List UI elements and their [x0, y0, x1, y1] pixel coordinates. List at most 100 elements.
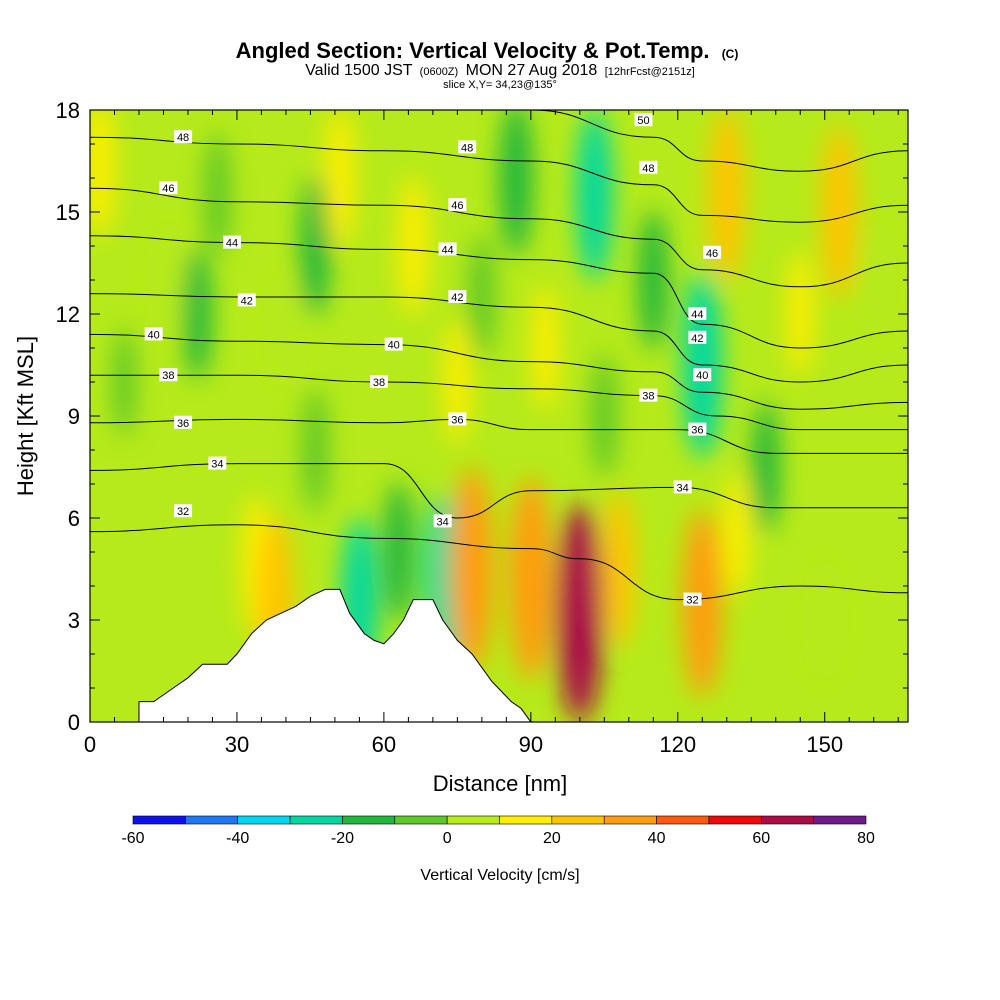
svg-text:34: 34 [437, 516, 449, 528]
contour-label: 36 [688, 422, 707, 437]
velocity-cell [468, 234, 496, 360]
theta-contour [499, 110, 908, 172]
contour-label: 42 [688, 330, 707, 345]
subtitle-utc: (0600Z) [420, 66, 459, 78]
colorbar-swatch [656, 815, 710, 825]
terrain [138, 588, 532, 722]
svg-text:48: 48 [642, 163, 654, 175]
theta-contour [90, 136, 908, 223]
velocity-cell [156, 225, 180, 335]
subtitle-valid: Valid 1500 JST [305, 62, 413, 79]
contour-label: 44 [688, 307, 707, 321]
colorbar-swatch [708, 815, 762, 825]
chart-title: Angled Section: Vertical Velocity & Pot.… [236, 38, 739, 63]
svg-text:36: 36 [691, 425, 703, 437]
velocity-cell [682, 509, 723, 697]
velocity-cell [708, 110, 745, 281]
theta-contour [90, 374, 908, 431]
contour-label: 48 [174, 130, 193, 144]
subtitle-forecast: [12hrFcst@2151z] [605, 66, 695, 78]
colorbar-swatch [237, 815, 291, 825]
svg-text:44: 44 [691, 309, 703, 321]
svg-text:32: 32 [177, 506, 189, 518]
velocity-cell [499, 110, 533, 256]
velocity-cell [576, 110, 613, 281]
colorbar-tick-label: -60 [121, 830, 144, 847]
velocity-cell [509, 477, 553, 681]
svg-text:42: 42 [451, 292, 463, 304]
theta-contour [90, 463, 908, 519]
x-tick-label: 90 [519, 732, 543, 757]
colorbar-swatch [185, 815, 239, 825]
colorbar-swatch [446, 815, 500, 825]
colorbar-tick-label: 80 [857, 830, 875, 847]
contour-label: 34 [208, 456, 227, 471]
y-tick-label: 9 [68, 404, 80, 429]
colorbar-swatch [603, 815, 657, 825]
contour-label: 32 [174, 504, 193, 518]
velocity-cell [556, 504, 603, 722]
y-axis-title: Height [Kft MSL] [13, 336, 38, 496]
colorbar-swatch [342, 815, 396, 825]
x-tick-label: 150 [806, 732, 843, 757]
contour-label: 40 [384, 337, 403, 352]
x-axis-title: Distance [nm] [433, 771, 568, 796]
svg-text:46: 46 [162, 183, 174, 195]
colorbar-swatch [289, 815, 343, 825]
svg-text:42: 42 [691, 333, 703, 345]
velocity-cell [204, 132, 231, 258]
colorbar-tick-label: 20 [543, 830, 561, 847]
theta-contours [90, 110, 908, 601]
velocity-cell [274, 276, 298, 386]
svg-text:Angled Section: Vertical Veloc: Angled Section: Vertical Velocity & Pot.… [236, 38, 739, 63]
colorbar-swatch [760, 815, 814, 825]
contour-label: 40 [144, 327, 163, 341]
velocity-cell [752, 401, 780, 533]
title-mark: (C) [722, 47, 739, 61]
colorbar-swatch [813, 815, 867, 825]
velocity-cell [90, 110, 115, 238]
contour-label: 48 [639, 160, 658, 175]
svg-text:34: 34 [677, 482, 689, 494]
x-tick-label: 0 [84, 732, 96, 757]
theta-contour [90, 418, 908, 454]
contour-label: 44 [438, 242, 457, 256]
contour-label: 42 [237, 293, 256, 307]
svg-text:Valid 1500 JST (0600Z): Valid 1500 JST (0600Z) MON 27 Aug 2018 [… [305, 62, 695, 79]
velocity-cell [532, 285, 559, 411]
velocity-cell [821, 126, 858, 298]
contour-label: 42 [448, 290, 467, 304]
x-tick-label: 30 [225, 732, 249, 757]
velocity-cell [324, 110, 355, 249]
velocity-cell [813, 565, 837, 675]
y-tick-label: 12 [56, 302, 80, 327]
theta-contour [90, 524, 908, 601]
velocity-cell [602, 491, 636, 647]
contour-label: 34 [673, 480, 692, 494]
colorbar-tick-label: -20 [331, 830, 354, 847]
velocity-cell [398, 175, 429, 317]
velocity-cell [112, 327, 136, 437]
y-tick-label: 6 [68, 506, 80, 531]
colorbar-tick-label: 0 [443, 830, 452, 847]
y-tick-label: 0 [68, 710, 80, 735]
theta-contour [90, 235, 908, 349]
velocity-cell [787, 251, 814, 377]
slice-label: slice X,Y= 34,23@135° [443, 79, 557, 91]
velocity-cell [383, 481, 414, 623]
svg-text:40: 40 [696, 370, 708, 382]
contour-label: 44 [223, 235, 242, 250]
contour-label: 46 [159, 181, 178, 195]
velocity-cell [302, 387, 329, 513]
contour-label: 48 [458, 140, 477, 154]
velocity-cell [591, 353, 618, 479]
plot-area: 48 46 44 42 40 38 36 34 32 48 46 44 42 40 38 36 34 50 48 46… [90, 110, 908, 722]
colorbar-tick-label: -40 [226, 830, 249, 847]
chart-subtitle: Valid 1500 JST (0600Z) MON 27 Aug 2018 [… [305, 62, 695, 91]
svg-text:40: 40 [388, 340, 400, 352]
svg-text:48: 48 [461, 142, 473, 154]
svg-text:38: 38 [162, 370, 174, 382]
contour-label: 34 [433, 514, 452, 528]
